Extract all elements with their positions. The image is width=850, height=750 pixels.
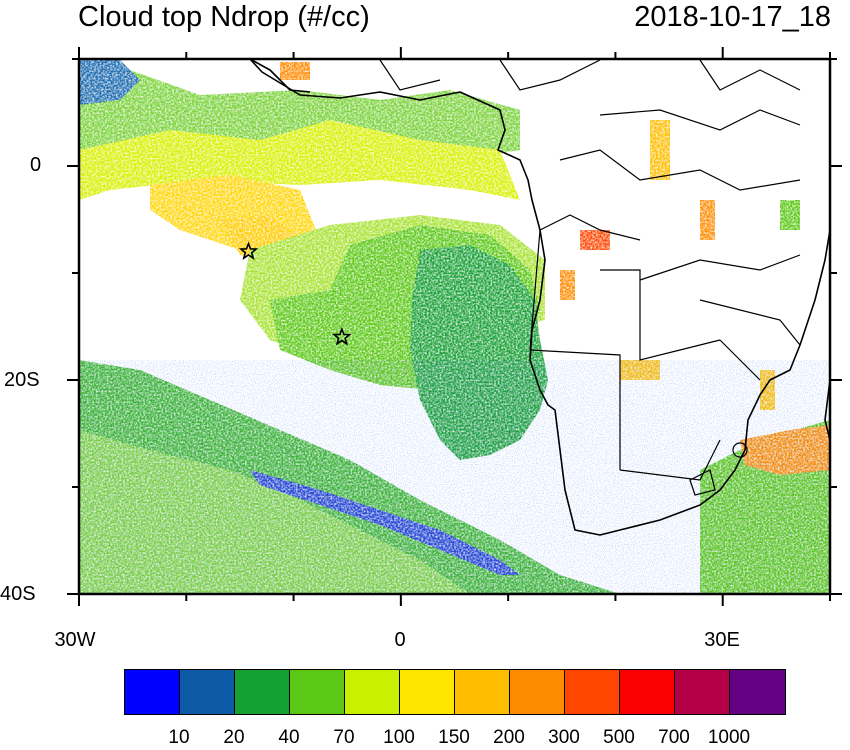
lon-label-0: 0 [394,629,406,651]
map-title: Cloud top Ndrop (#/cc) [78,1,370,33]
colorbar-label: 300 [548,727,580,748]
map-datetime: 2018-10-17_18 [634,1,831,33]
country-borders [379,59,801,496]
colorbar-swatch [234,669,291,715]
colorbar-label: 150 [438,727,470,748]
colorbar-swatch [124,669,181,715]
map-plot-area [79,59,830,594]
madagascar [824,379,830,441]
colorbar-label: 10 [168,727,190,748]
star-2-marker [332,326,352,346]
lon-label-30w: 30W [54,629,96,651]
colorbar-label: 70 [333,727,355,748]
map-frame [77,57,832,596]
colorbar-swatch [564,669,621,715]
lon-label-30e: 30E [704,629,740,651]
lat-label-0: 0 [30,154,42,176]
colorbar-swatch [619,669,676,715]
colorbar-swatch [509,669,566,715]
lat-label-40s: 40S [0,583,36,605]
lat-label-20s: 20S [4,369,40,391]
colorbar-swatch [179,669,236,715]
west-africa-coast-north [249,59,311,93]
colorbar-label: 200 [493,727,525,748]
colorbar-swatch [289,669,346,715]
colorbar-label: 1000 [707,727,751,748]
site-markers [238,241,352,346]
colorbar-label: 20 [223,727,245,748]
colorbar-label: 40 [278,727,300,748]
colorbar-swatch [454,669,511,715]
colorbar-label: 500 [603,727,635,748]
axis-ticks [67,47,842,606]
colorbar-label: 700 [658,727,690,748]
colorbar-swatch [344,669,401,715]
coastlines [249,59,830,536]
colorbar-swatch [729,669,786,715]
star-1-marker [238,241,259,260]
colorbar-label: 100 [383,727,415,748]
africa-coastline [249,59,830,536]
colorbar-swatch [674,669,731,715]
colorbar-swatch [399,669,456,715]
